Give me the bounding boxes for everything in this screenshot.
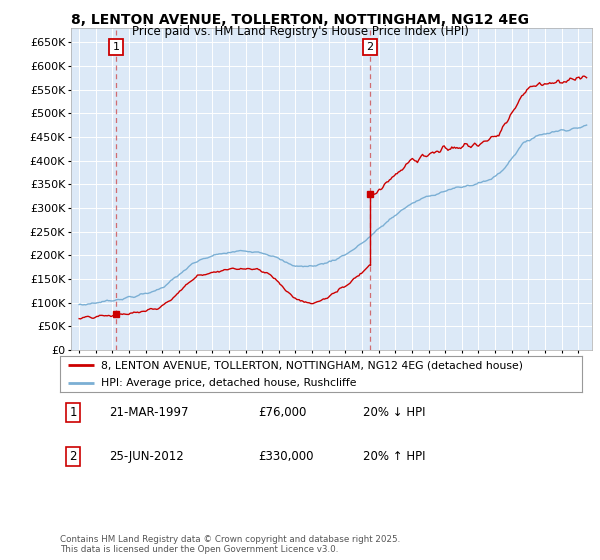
Text: HPI: Average price, detached house, Rushcliffe: HPI: Average price, detached house, Rush…: [101, 378, 356, 388]
Text: Price paid vs. HM Land Registry's House Price Index (HPI): Price paid vs. HM Land Registry's House …: [131, 25, 469, 38]
Text: £330,000: £330,000: [259, 450, 314, 463]
Text: 2: 2: [367, 42, 374, 52]
Text: 21-MAR-1997: 21-MAR-1997: [110, 407, 189, 419]
Text: 8, LENTON AVENUE, TOLLERTON, NOTTINGHAM, NG12 4EG: 8, LENTON AVENUE, TOLLERTON, NOTTINGHAM,…: [71, 13, 529, 27]
Text: 2: 2: [70, 450, 77, 463]
Text: 20% ↓ HPI: 20% ↓ HPI: [363, 407, 425, 419]
Text: Contains HM Land Registry data © Crown copyright and database right 2025.
This d: Contains HM Land Registry data © Crown c…: [60, 535, 400, 554]
Text: 8, LENTON AVENUE, TOLLERTON, NOTTINGHAM, NG12 4EG (detached house): 8, LENTON AVENUE, TOLLERTON, NOTTINGHAM,…: [101, 361, 523, 370]
Text: 1: 1: [113, 42, 119, 52]
Text: £76,000: £76,000: [259, 407, 307, 419]
Text: 25-JUN-2012: 25-JUN-2012: [110, 450, 184, 463]
Text: 20% ↑ HPI: 20% ↑ HPI: [363, 450, 425, 463]
Text: 1: 1: [70, 407, 77, 419]
